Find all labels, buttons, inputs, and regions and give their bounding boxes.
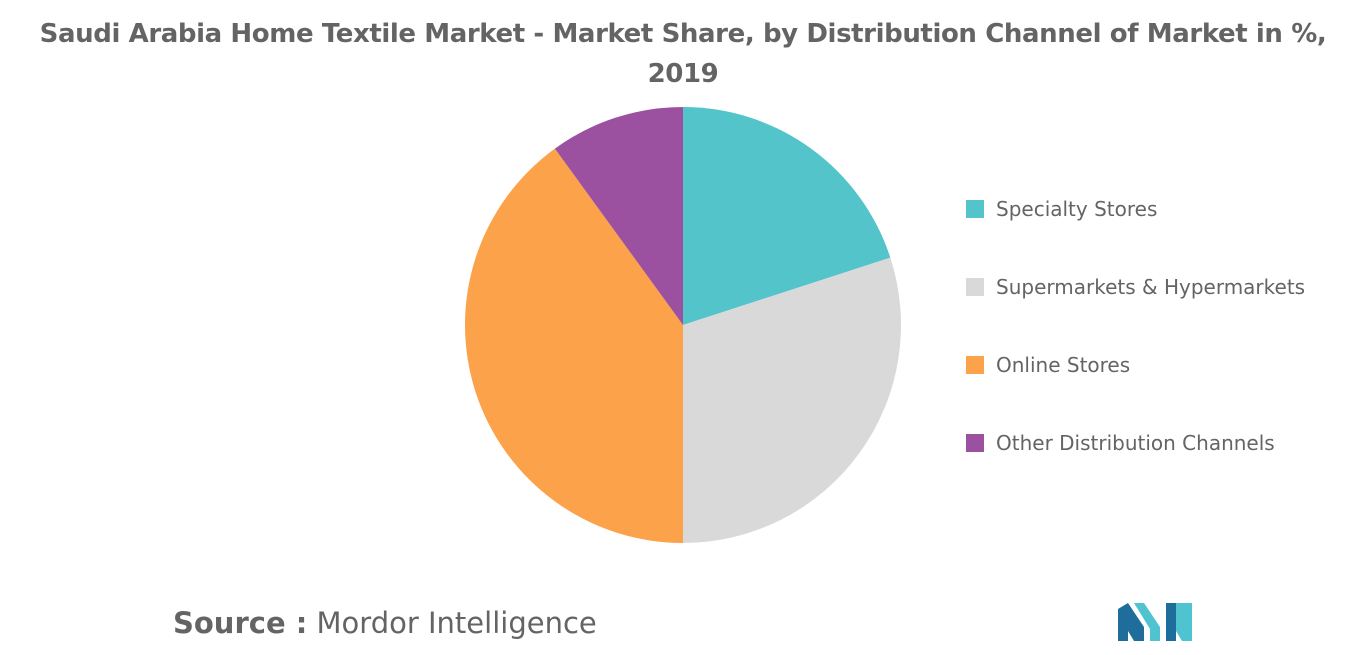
pie-slice-online-stores	[464, 148, 683, 543]
pie-slice-other-distribution-channels	[554, 106, 683, 325]
legend-item-other-distribution-channels: Other Distribution Channels	[966, 425, 1305, 461]
chart-title: Saudi Arabia Home Textile Market - Marke…	[0, 14, 1366, 94]
chart-legend: Specialty Stores Supermarkets & Hypermark…	[966, 191, 1305, 503]
pie-slice-supermarkets-hypermarkets	[683, 257, 902, 543]
pie-slice-specialty-stores	[683, 107, 891, 325]
legend-item-specialty-stores: Specialty Stores	[966, 191, 1305, 227]
legend-item-supermarkets-hypermarkets: Supermarkets & Hypermarkets	[966, 269, 1305, 305]
legend-label: Other Distribution Channels	[996, 431, 1275, 455]
source-note: Source : Mordor Intelligence	[173, 606, 597, 640]
legend-item-online-stores: Online Stores	[966, 347, 1305, 383]
source-name: Mordor Intelligence	[316, 606, 597, 640]
source-prefix: Source :	[173, 606, 308, 640]
legend-swatch	[966, 434, 984, 452]
legend-swatch	[966, 278, 984, 296]
chart-title-line-2: 2019	[647, 59, 719, 89]
legend-label: Specialty Stores	[996, 197, 1158, 221]
legend-swatch	[966, 200, 984, 218]
legend-label: Online Stores	[996, 353, 1131, 377]
chart-title-line-1: Saudi Arabia Home Textile Market - Marke…	[39, 19, 1327, 49]
legend-swatch	[966, 356, 984, 374]
legend-label: Supermarkets & Hypermarkets	[996, 275, 1306, 299]
mordor-intelligence-logo-icon	[1118, 603, 1192, 641]
